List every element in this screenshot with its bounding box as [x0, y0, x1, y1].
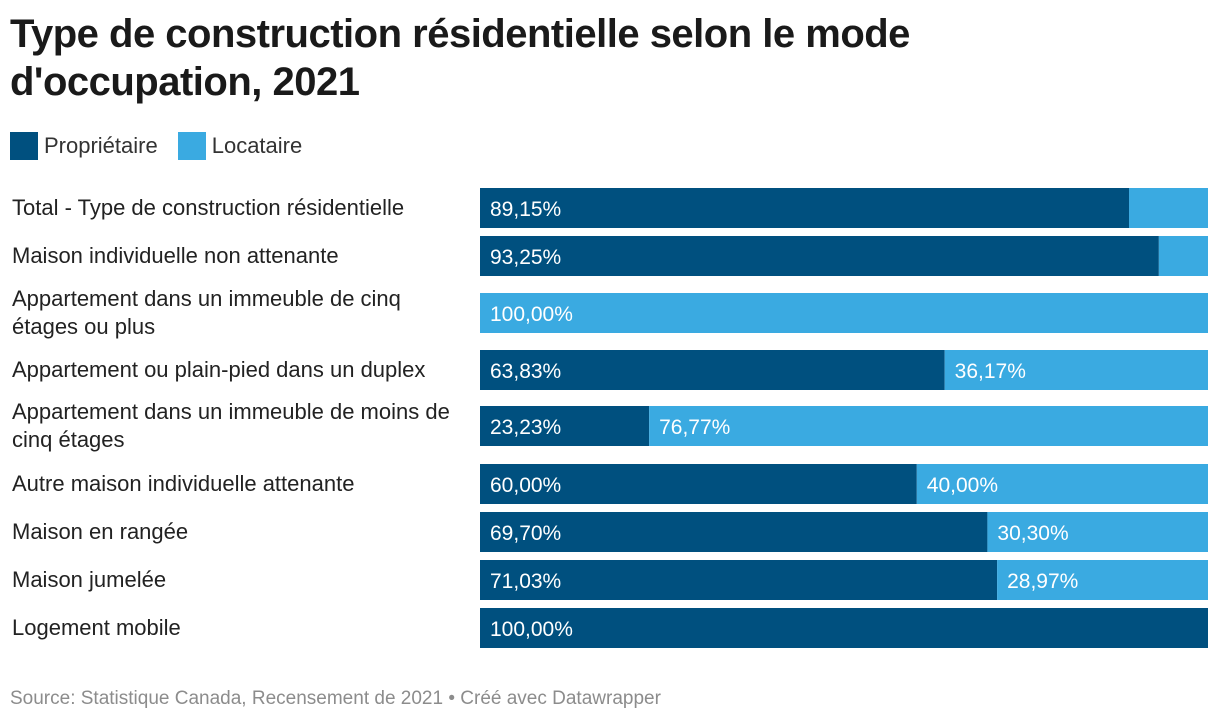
bar-segment-proprietaire — [480, 608, 1208, 648]
bar-segment-proprietaire — [480, 188, 1130, 228]
data-label: 93,25% — [490, 246, 561, 269]
legend-item-proprietaire: Propriétaire — [10, 132, 158, 160]
data-label: 100,00% — [490, 618, 573, 641]
data-label: 89,15% — [490, 198, 561, 221]
data-label: 36,17% — [955, 360, 1026, 383]
data-label: 63,83% — [490, 360, 561, 383]
bar-segment-locataire — [997, 560, 1208, 600]
data-label: 60,00% — [490, 474, 561, 497]
category-label: Autre maison individuelle attenante — [12, 471, 355, 496]
chart-source-note: Source: Statistique Canada, Recensement … — [10, 688, 661, 709]
category-label: Total - Type de construction résidentiel… — [12, 195, 405, 220]
legend-item-locataire: Locataire — [177, 132, 303, 160]
bar-segment-locataire — [944, 350, 1208, 390]
legend-label-proprietaire: Propriétaire — [44, 133, 158, 158]
category-label: Appartement ou plain-pied dans un duplex — [12, 357, 426, 382]
data-label: 76,77% — [659, 416, 730, 439]
bar-segment-locataire — [916, 464, 1208, 504]
legend-label-locataire: Locataire — [211, 133, 303, 158]
bar-segment-proprietaire — [480, 464, 917, 504]
bar-segment-proprietaire — [480, 406, 650, 446]
chart-legend: Propriétaire Locataire — [10, 132, 322, 160]
category-label: Maison individuelle non attenante — [12, 243, 339, 268]
legend-swatch-locataire — [177, 132, 206, 160]
category-label: Maison jumelée — [12, 567, 167, 592]
legend-swatch-proprietaire — [10, 132, 38, 160]
data-label: 23,23% — [490, 416, 561, 439]
bar-segment-locataire — [1129, 188, 1208, 228]
data-label: 40,00% — [927, 474, 998, 497]
bar-segment-proprietaire — [480, 236, 1159, 276]
data-label: 100,00% — [490, 303, 573, 326]
bar-segment-proprietaire — [480, 512, 988, 552]
bar-segment-locataire — [649, 406, 1208, 446]
category-label: Appartement dans un immeuble de moins de… — [12, 399, 450, 452]
bar-segment-locataire — [480, 293, 1208, 333]
data-label: 69,70% — [490, 522, 561, 545]
data-label: 30,30% — [997, 522, 1068, 545]
bar-segment-proprietaire — [480, 350, 945, 390]
chart-title: Type de construction résidentielle selon… — [10, 12, 910, 104]
data-label: 28,97% — [1007, 570, 1078, 593]
bar-segment-proprietaire — [480, 560, 998, 600]
bar-segment-locataire — [1158, 236, 1208, 276]
bar-segment-locataire — [987, 512, 1208, 552]
data-label: 71,03% — [490, 570, 561, 593]
category-label: Maison en rangée — [12, 519, 189, 544]
category-label: Appartement dans un immeuble de cinq éta… — [12, 286, 401, 339]
category-label: Logement mobile — [12, 615, 181, 640]
